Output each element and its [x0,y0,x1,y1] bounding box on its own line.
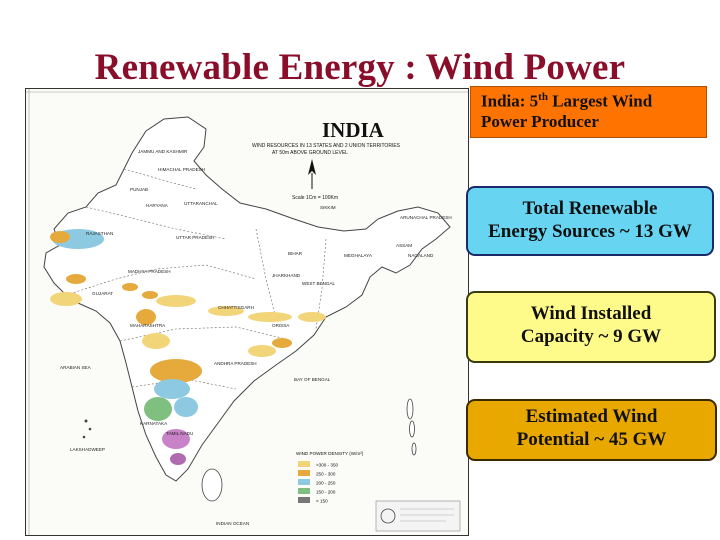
label-meghalaya: MEGHALAYA [344,253,373,258]
label-orissa: ORISSA [272,323,290,328]
label-mp: MADHYA PRADESH [128,269,171,274]
map-subheading-line2: AT 50m ABOVE GROUND LEVEL [272,150,348,156]
legend-swatch [298,497,310,503]
legend-swatch [298,488,310,494]
label-jharkhand: JHARKHAND [272,273,301,278]
map-graticule [26,89,468,535]
renewable-line1: Total Renewable [522,198,658,219]
map-scale-label: Scale 1Cm = 100Km [292,195,338,201]
legend-label: >300 - 350 [316,463,339,468]
label-tn: TAMIL NADU [166,431,193,436]
map-heading: INDIA [322,118,385,142]
label-jk: JAMMU AND KASHMIR [138,149,188,154]
potential-line2: Potential ~ 45 GW [516,428,667,450]
legend-swatch [298,479,310,485]
label-maharashtra: MAHARASHTRA [130,323,166,328]
label-gujarat: GUJARAT [92,291,113,296]
label-arabian-sea: ARABIAN SEA [60,365,92,370]
india-wind-map: INDIA WIND RESOURCES IN 13 STATES AND 2 … [25,88,469,536]
renewable-line2: Energy Sources ~ 13 GW [488,220,692,242]
label-bay-of-bengal: BAY OF BENGAL [294,377,331,382]
potential-line1: Estimated Wind [525,406,658,427]
legend-label: < 150 [316,499,328,504]
wind-zones [50,229,326,465]
label-sikkim: SIKKIM [320,205,336,210]
label-chhattisgarh: CHHATTISGARH [218,305,254,310]
label-bihar: BIHAR [288,251,303,256]
label-lakshadweep: LAKSHADWEEP [70,447,105,452]
map-subheading-line1: WIND RESOURCES IN 13 STATES AND 2 UNION … [252,143,401,149]
legend-title: WIND POWER DENSITY (W/m²) [296,451,364,456]
map-legend: WIND POWER DENSITY (W/m²) >300 - 350 250 … [296,451,364,504]
lakshadweep-islands [82,419,92,439]
estimated-potential-box: Estimated Wind Potential ~ 45 GW [466,399,717,461]
slide-title: Renewable Energy : Wind Power [94,47,626,88]
installed-line1: Wind Installed [530,303,652,324]
india-outline [43,116,451,482]
label-karnataka: KARNATAKA [140,421,168,426]
legend-label: 250 - 300 [316,472,336,477]
label-ap: ANDHRA PRADESH [214,361,257,366]
label-wb: WEST BENGAL [302,281,336,286]
label-nagaland: NAGALAND [408,253,434,258]
legend-label: 200 - 250 [316,481,336,486]
installed-line2: Capacity ~ 9 GW [520,325,662,347]
andaman-islands [406,398,417,456]
sri-lanka-shape [201,468,223,502]
producer-line2: Power Producer [481,112,599,132]
fifth-largest-producer-box: India: 5th Largest Wind Power Producer [470,86,707,138]
total-renewable-box: Total Renewable Energy Sources ~ 13 GW [466,186,714,256]
wind-installed-box: Wind Installed Capacity ~ 9 GW [466,291,716,363]
label-arunachal: ARUNACHAL PRADESH [400,215,452,220]
legend-swatch [298,461,310,467]
label-rajasthan: RAJASTHAN [86,231,113,236]
label-assam: ASSAM [396,243,412,248]
legend-swatch [298,470,310,476]
label-up: UTTAR PRADESH [176,235,214,240]
cwet-logo-block [375,500,461,532]
label-hp: HIMACHAL PRADESH [158,167,205,172]
north-arrow-icon [308,159,316,189]
label-uttaranchal: UTTARANCHAL [184,201,218,206]
producer-line1: India: 5th Largest Wind [481,91,653,111]
legend-label: 150 - 200 [316,490,336,495]
label-indian-ocean: INDIAN OCEAN [216,521,249,526]
label-haryana: HARYANA [146,203,169,208]
label-punjab: PUNJAB [130,187,148,192]
